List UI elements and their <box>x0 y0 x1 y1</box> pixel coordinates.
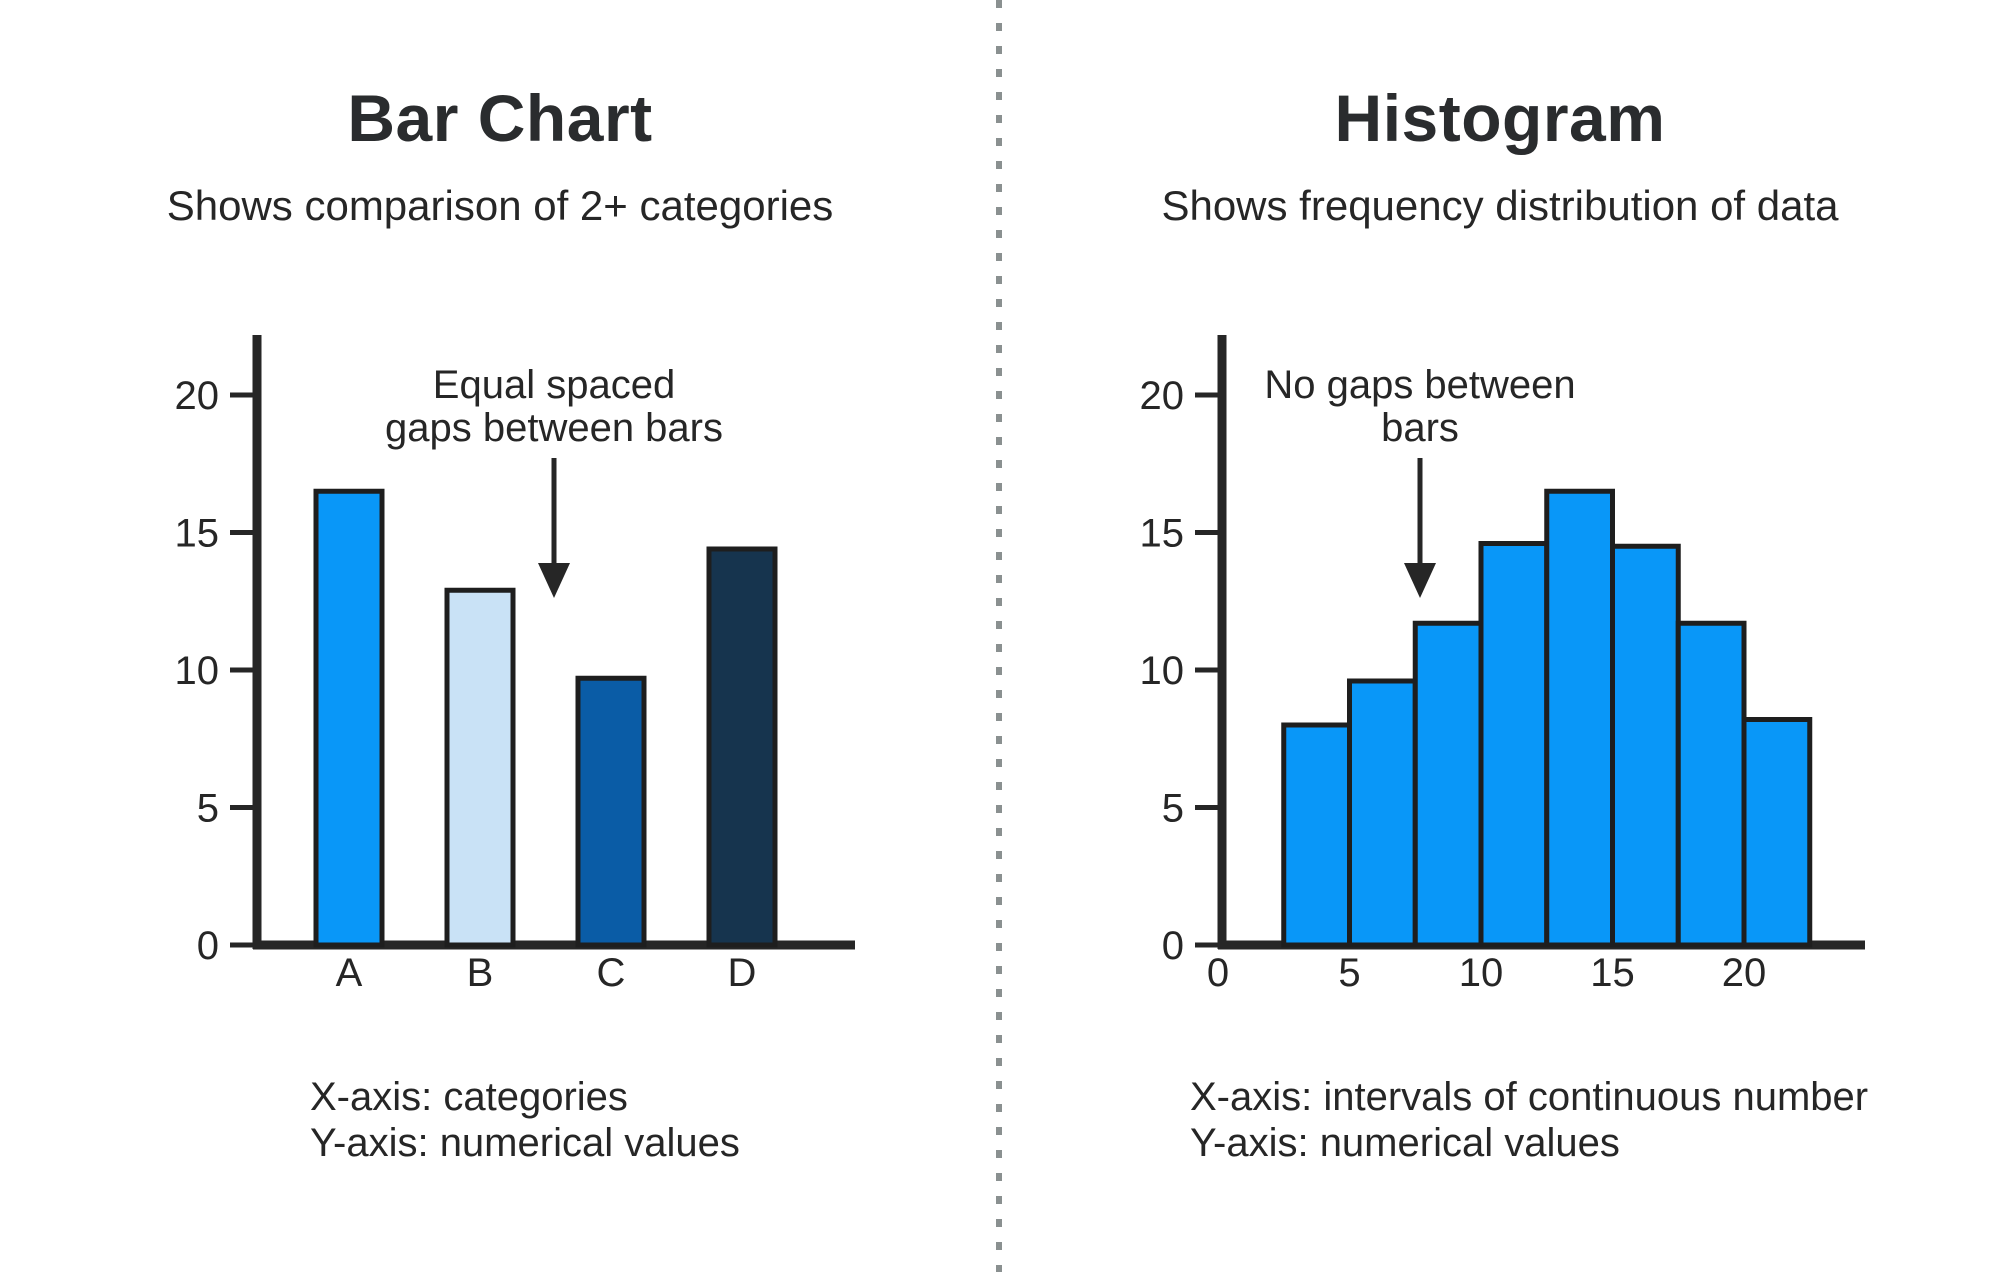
bar-chart-y-tick-label: 0 <box>197 924 219 968</box>
bar-chart-annotation-arrowhead <box>538 563 570 598</box>
bar-chart-caption-xaxis: X-axis: categories <box>310 1075 628 1119</box>
bar-chart-title: Bar Chart <box>347 81 653 155</box>
histogram-y-tick-label: 5 <box>1162 787 1184 831</box>
bar-chart-y-tick-label: 15 <box>175 512 220 556</box>
bar-B <box>444 587 516 948</box>
bar-chart-y-tick-label: 10 <box>175 649 220 693</box>
histogram-bin-4 <box>1478 541 1550 948</box>
histogram-annotation-line1: No gaps between <box>1264 363 1575 407</box>
histogram-x-tick-label: 15 <box>1590 951 1635 995</box>
histogram-bin-7 <box>1675 620 1747 948</box>
histogram-annotation-line2: bars <box>1381 406 1459 450</box>
bar-C <box>575 675 647 948</box>
histogram-y-tick-label: 15 <box>1140 512 1185 556</box>
histogram-caption: X-axis: intervals of continuous number Y… <box>1190 1074 1868 1166</box>
bar-chart-caption: X-axis: categories Y-axis: numerical val… <box>310 1074 740 1166</box>
bar-chart-panel: Bar Chart Shows comparison of 2+ categor… <box>166 81 834 229</box>
histogram-bin-6 <box>1610 543 1681 948</box>
histogram-bin-1 <box>1281 722 1352 948</box>
histogram-bin-3 <box>1412 620 1484 948</box>
histogram-subtitle: Shows frequency distribution of data <box>1161 182 1839 229</box>
histogram-x-tick-label: 20 <box>1722 951 1767 995</box>
bar-chart-y-tick-label: 20 <box>175 374 220 418</box>
histogram-y-tick-label: 0 <box>1162 924 1184 968</box>
bar-A <box>313 488 385 948</box>
histogram-x-tick-label: 10 <box>1459 951 1504 995</box>
bar-chart-y-tick-label: 5 <box>197 787 219 831</box>
histogram-x-tick-label: 5 <box>1338 951 1360 995</box>
bar-chart-category-label-A: A <box>336 951 363 995</box>
histogram-title: Histogram <box>1334 81 1666 155</box>
bar-chart-category-label-C: C <box>597 951 626 995</box>
histogram-annotation-arrowhead <box>1404 563 1436 598</box>
dotted-divider-line <box>996 0 1002 1272</box>
histogram-caption-xaxis: X-axis: intervals of continuous number <box>1190 1075 1869 1119</box>
histogram-bin-2 <box>1347 678 1418 948</box>
bar-D <box>706 546 778 948</box>
bar-chart-subtitle: Shows comparison of 2+ categories <box>166 182 834 229</box>
bar-chart-annotation-line1: Equal spaced <box>433 363 675 407</box>
histogram-y-tick-label: 20 <box>1140 374 1185 418</box>
bar-chart-category-label-D: D <box>728 951 757 995</box>
histogram-y-tick-label: 10 <box>1140 649 1185 693</box>
bar-chart-annotation-line2: gaps between bars <box>385 406 723 450</box>
histogram-caption-yaxis: Y-axis: numerical values <box>1190 1121 1620 1165</box>
histogram-bin-5 <box>1544 488 1615 948</box>
histogram-panel: Histogram Shows frequency distribution o… <box>1000 0 2000 1272</box>
bar-chart-caption-yaxis: Y-axis: numerical values <box>310 1121 740 1165</box>
histogram-bin-8 <box>1741 717 1813 948</box>
bar-chart-category-label-B: B <box>467 951 494 995</box>
histogram-x-tick-label: 0 <box>1207 951 1229 995</box>
